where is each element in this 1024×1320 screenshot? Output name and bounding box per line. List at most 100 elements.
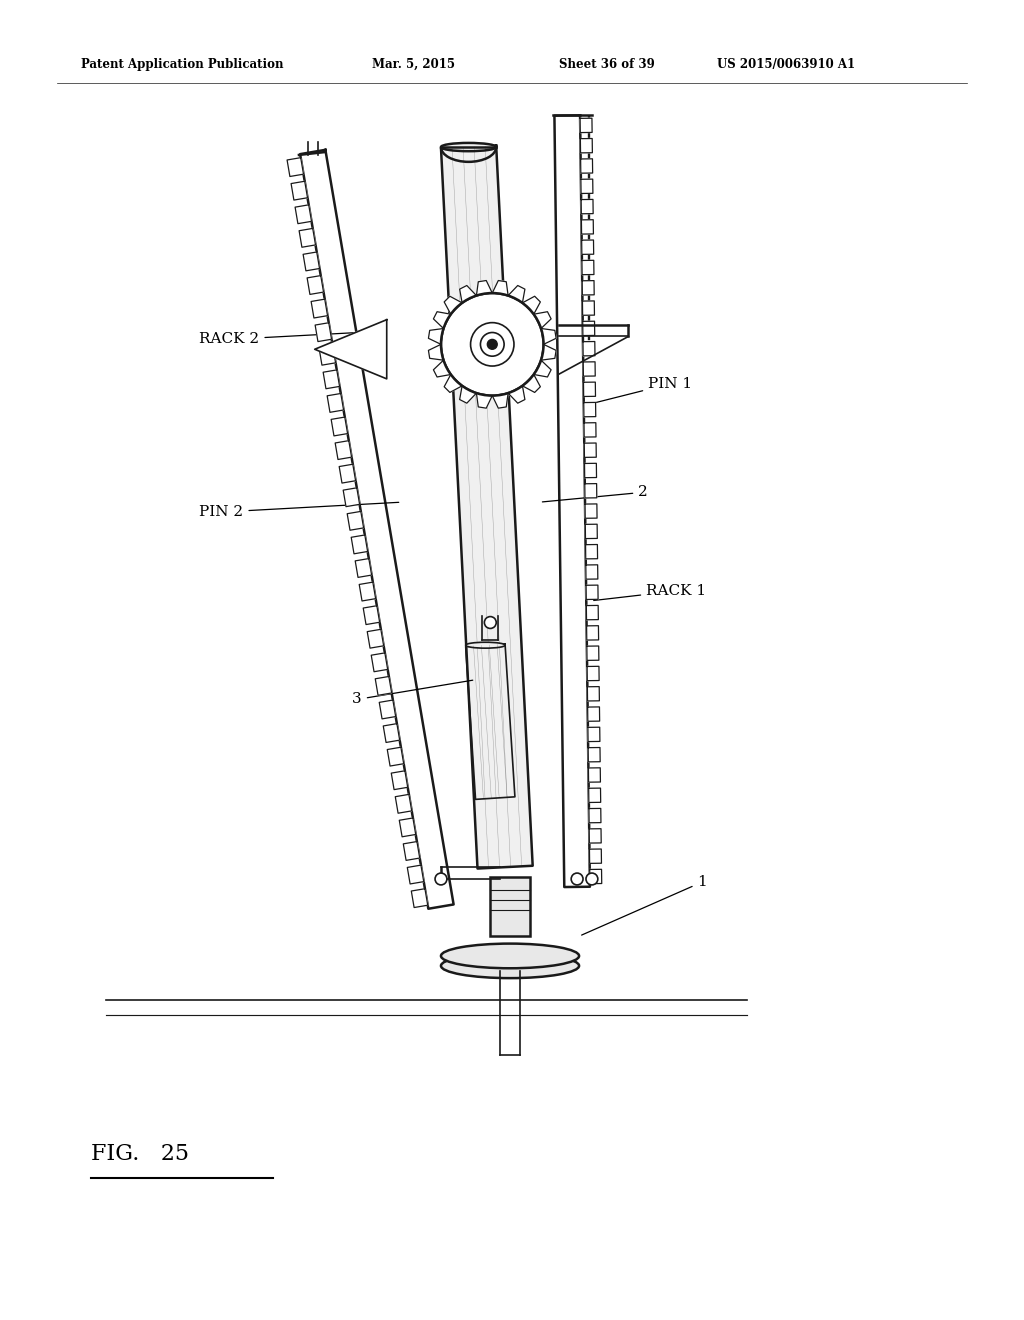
Polygon shape xyxy=(582,219,594,234)
Polygon shape xyxy=(534,312,551,329)
Polygon shape xyxy=(315,323,332,342)
Polygon shape xyxy=(586,545,598,558)
Polygon shape xyxy=(584,362,595,376)
Text: 1: 1 xyxy=(582,875,708,935)
Polygon shape xyxy=(590,870,602,883)
Polygon shape xyxy=(339,465,355,483)
Polygon shape xyxy=(581,180,593,194)
Circle shape xyxy=(471,322,514,366)
Circle shape xyxy=(484,616,497,628)
Polygon shape xyxy=(585,483,597,498)
Text: 2: 2 xyxy=(543,486,648,502)
Polygon shape xyxy=(314,319,387,379)
Polygon shape xyxy=(586,585,598,599)
Polygon shape xyxy=(581,139,592,153)
Polygon shape xyxy=(522,296,541,314)
Polygon shape xyxy=(587,606,598,620)
Polygon shape xyxy=(588,708,600,721)
Polygon shape xyxy=(583,321,595,335)
Text: PIN 2: PIN 2 xyxy=(200,503,398,519)
Polygon shape xyxy=(589,788,601,803)
Polygon shape xyxy=(399,818,416,837)
Polygon shape xyxy=(441,145,532,869)
Ellipse shape xyxy=(466,643,505,648)
Polygon shape xyxy=(588,747,600,762)
Polygon shape xyxy=(335,441,351,459)
Polygon shape xyxy=(412,888,428,908)
Polygon shape xyxy=(508,385,525,403)
Polygon shape xyxy=(466,644,515,800)
Polygon shape xyxy=(508,285,525,302)
Polygon shape xyxy=(403,842,420,861)
Polygon shape xyxy=(583,281,594,294)
Circle shape xyxy=(487,339,498,350)
Polygon shape xyxy=(493,281,508,296)
Polygon shape xyxy=(534,360,551,378)
Polygon shape xyxy=(476,281,493,296)
Text: Patent Application Publication: Patent Application Publication xyxy=(81,58,284,71)
Text: US 2015/0063910 A1: US 2015/0063910 A1 xyxy=(717,58,855,71)
Polygon shape xyxy=(383,723,399,742)
Polygon shape xyxy=(343,488,359,507)
Polygon shape xyxy=(291,181,307,201)
Polygon shape xyxy=(584,381,596,396)
Polygon shape xyxy=(582,260,594,275)
Text: PIN 1: PIN 1 xyxy=(595,376,692,403)
Circle shape xyxy=(571,873,583,884)
Polygon shape xyxy=(324,370,340,388)
Polygon shape xyxy=(375,676,391,696)
Polygon shape xyxy=(433,312,451,329)
Circle shape xyxy=(480,333,504,356)
Text: Sheet 36 of 39: Sheet 36 of 39 xyxy=(559,58,655,71)
Text: RACK 1: RACK 1 xyxy=(594,583,707,601)
Polygon shape xyxy=(582,199,593,214)
Text: FIG.   25: FIG. 25 xyxy=(91,1143,188,1166)
Polygon shape xyxy=(379,700,395,719)
Polygon shape xyxy=(584,403,596,417)
Polygon shape xyxy=(331,417,347,436)
Polygon shape xyxy=(433,360,451,378)
Polygon shape xyxy=(395,795,412,813)
Polygon shape xyxy=(295,205,311,223)
Polygon shape xyxy=(327,393,344,412)
Polygon shape xyxy=(444,296,462,314)
Polygon shape xyxy=(588,686,599,701)
Polygon shape xyxy=(287,157,303,177)
Polygon shape xyxy=(307,276,324,294)
Polygon shape xyxy=(587,626,599,640)
Polygon shape xyxy=(300,150,454,908)
Polygon shape xyxy=(581,119,592,132)
Polygon shape xyxy=(522,375,541,392)
Polygon shape xyxy=(428,345,443,360)
Circle shape xyxy=(435,873,446,884)
Polygon shape xyxy=(372,653,388,672)
Polygon shape xyxy=(586,565,598,579)
Polygon shape xyxy=(364,606,380,624)
Polygon shape xyxy=(351,535,368,554)
Polygon shape xyxy=(584,422,596,437)
Polygon shape xyxy=(347,511,364,531)
Polygon shape xyxy=(581,158,593,173)
Polygon shape xyxy=(585,444,596,457)
Polygon shape xyxy=(355,558,372,577)
Polygon shape xyxy=(359,582,376,601)
Polygon shape xyxy=(587,667,599,681)
Polygon shape xyxy=(428,329,443,345)
Text: 3: 3 xyxy=(352,680,473,706)
Polygon shape xyxy=(444,375,462,392)
Polygon shape xyxy=(585,504,597,519)
Ellipse shape xyxy=(441,143,497,152)
Polygon shape xyxy=(587,645,599,660)
Polygon shape xyxy=(299,228,315,247)
Polygon shape xyxy=(460,385,476,403)
Polygon shape xyxy=(582,240,594,255)
Polygon shape xyxy=(460,285,476,302)
Circle shape xyxy=(441,293,544,396)
Text: Mar. 5, 2015: Mar. 5, 2015 xyxy=(372,58,455,71)
Polygon shape xyxy=(589,768,600,783)
Polygon shape xyxy=(368,630,384,648)
Polygon shape xyxy=(588,727,600,742)
Polygon shape xyxy=(583,301,595,315)
Polygon shape xyxy=(586,524,597,539)
Text: RACK 2: RACK 2 xyxy=(200,333,355,346)
